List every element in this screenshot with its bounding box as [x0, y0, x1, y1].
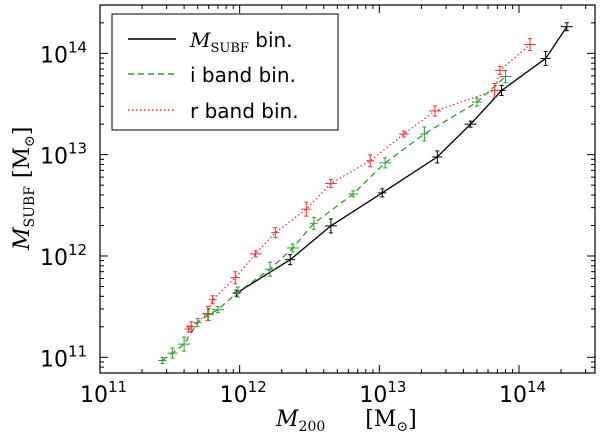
y-axis-label-sub: SUBF — [22, 186, 38, 228]
data-point — [379, 157, 392, 169]
data-point — [432, 150, 443, 164]
y-axis-label: MSUBF [M⊙] — [10, 127, 38, 251]
ticks-layer: 1011 1012 1013 1014 1011 1012 1013 1014 — [40, 4, 595, 408]
data-point — [208, 295, 217, 305]
data-point — [193, 318, 202, 328]
x-axis-label-var: M — [275, 407, 299, 432]
data-point — [285, 254, 296, 266]
x-tick-label: 1011 — [80, 378, 127, 408]
y-axis-label-unit-sub: ⊙ — [22, 135, 38, 147]
x-tick-label: 1012 — [220, 378, 267, 408]
data-point — [158, 356, 167, 364]
data-point — [233, 286, 242, 298]
y-axis-label-var: M — [10, 227, 35, 251]
data-point — [524, 38, 537, 52]
data-point — [540, 50, 551, 66]
data-point — [249, 250, 262, 258]
data-point — [471, 97, 482, 107]
legend-label-msubf-var: M — [189, 28, 211, 52]
data-point — [301, 201, 312, 217]
data-point — [420, 126, 429, 142]
y-tick-label: 1014 — [40, 38, 87, 68]
data-point — [324, 178, 337, 188]
data-point — [167, 347, 178, 359]
y-axis-label-unit-close: ] — [10, 127, 35, 136]
y-tick-label: 1012 — [40, 241, 87, 271]
data-point — [378, 188, 387, 198]
data-point — [494, 65, 505, 75]
legend-label-rband: r band bin. — [190, 99, 299, 123]
data-point — [186, 321, 197, 333]
x-axis-label-sub: 200 — [299, 419, 326, 435]
data-point — [230, 271, 241, 285]
data-point — [178, 336, 191, 352]
data-point — [265, 261, 276, 277]
plot-frame — [99, 4, 596, 374]
data-point — [464, 120, 477, 128]
data-point — [490, 82, 499, 98]
y-tick-label: 1013 — [40, 140, 87, 170]
data-point — [428, 105, 441, 117]
legend-label-msubf-sub: SUBF — [210, 41, 248, 56]
x-axis-label-unit-close: ] — [408, 407, 417, 432]
data-point — [560, 22, 573, 32]
data-point — [366, 154, 375, 168]
data-point — [309, 216, 318, 230]
x-tick-label: 1013 — [359, 378, 406, 408]
legend-label-msubf-rest: bin. — [249, 28, 293, 52]
data-point — [212, 306, 225, 314]
x-axis-label-unit-open: [M — [365, 407, 396, 432]
data-point — [497, 84, 506, 96]
series-layer — [158, 22, 573, 364]
data-point — [398, 130, 409, 138]
legend-label-msubf: MSUBF bin. — [189, 28, 293, 56]
legend-label-iband: i band bin. — [190, 63, 296, 87]
y-tick-label: 1011 — [40, 342, 87, 372]
data-point — [201, 306, 214, 322]
x-axis-label-unit-sub: ⊙ — [396, 419, 408, 435]
data-point — [324, 218, 337, 234]
legend-box — [111, 13, 339, 131]
y-axis-label-unit-open: [M — [10, 147, 35, 178]
legend: MSUBF bin. i band bin. r band bin. — [111, 13, 339, 131]
x-tick-label: 1014 — [499, 378, 546, 408]
x-axis-label: M200 [M⊙] — [275, 407, 417, 435]
data-point — [286, 243, 299, 253]
data-point — [348, 190, 359, 198]
data-point — [271, 227, 280, 239]
